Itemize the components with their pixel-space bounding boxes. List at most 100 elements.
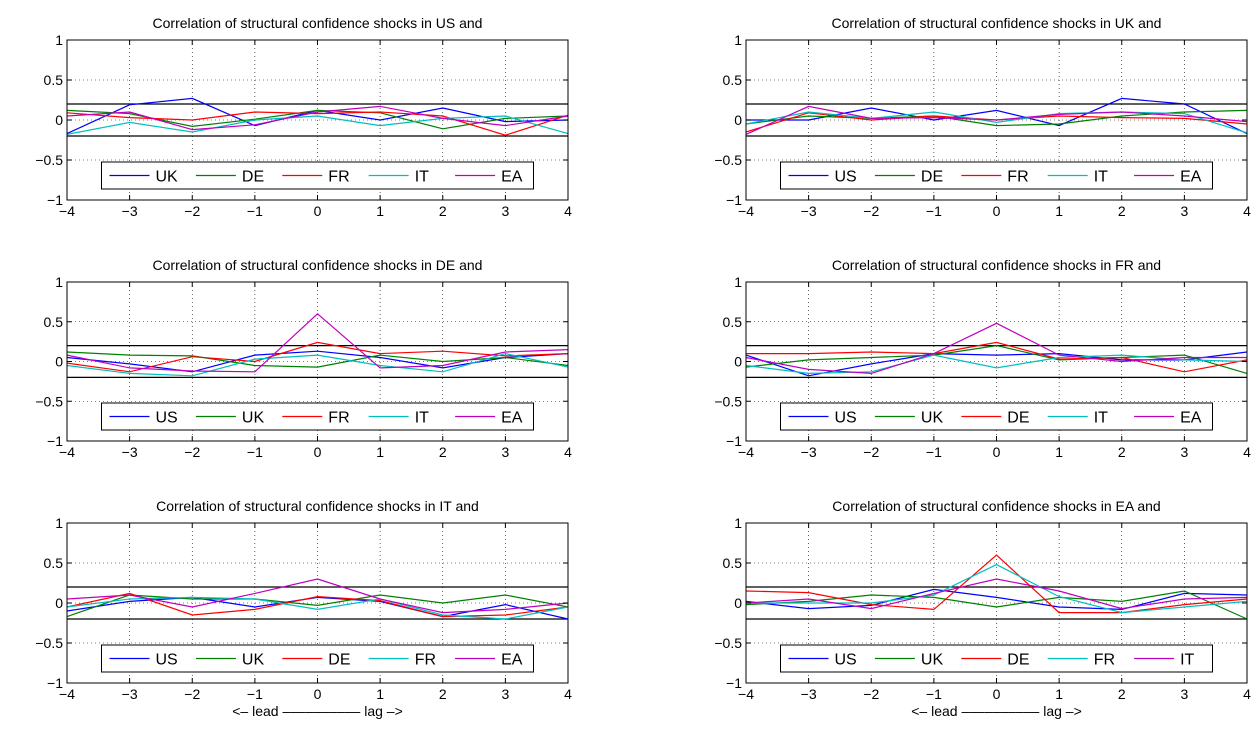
x-tick-label: 0: [314, 686, 322, 702]
y-tick-label: 0: [55, 354, 63, 370]
x-tick-label: −4: [59, 686, 75, 702]
y-tick-label: −0.5: [714, 393, 742, 409]
x-tick-label: 4: [564, 686, 572, 702]
legend-label: UK: [242, 652, 265, 669]
legend-label: DE: [242, 169, 264, 186]
y-tick-label: 0: [55, 595, 63, 611]
x-tick-label: −1: [247, 444, 263, 460]
y-tick-label: −0.5: [35, 152, 63, 168]
legend-label: FR: [415, 652, 436, 669]
x-tick-label: 0: [993, 203, 1001, 219]
chart-title: Correlation of structural confidence sho…: [153, 15, 483, 31]
x-tick-label: −4: [59, 203, 75, 219]
x-tick-label: 1: [376, 444, 384, 460]
y-tick-label: 1: [734, 515, 742, 531]
y-tick-label: 1: [55, 32, 63, 48]
y-tick-label: 0: [55, 112, 63, 128]
x-tick-label: −3: [122, 444, 138, 460]
y-tick-label: 0.5: [723, 72, 743, 88]
legend-label: EA: [501, 169, 523, 186]
legend-label: IT: [1094, 169, 1108, 186]
x-tick-label: −4: [738, 203, 754, 219]
legend-label: FR: [1007, 169, 1028, 186]
x-tick-label: −1: [247, 686, 263, 702]
chart-title: Correlation of structural confidence sho…: [832, 15, 1162, 31]
series-line: [745, 322, 1247, 375]
legend: UK DE FR IT EA: [101, 161, 534, 190]
chart-panel: −4 −3 −2 −1 0 1 2 3 4 −1 −0.5 0 0.5 1 Correlation of s…: [35, 257, 572, 460]
x-tick-label: −2: [184, 203, 200, 219]
x-tick-label: 4: [1243, 444, 1251, 460]
x-tick-label: −4: [738, 444, 754, 460]
x-tick-label: −2: [863, 203, 879, 219]
y-tick-label: 0: [734, 354, 742, 370]
y-tick-label: 1: [734, 274, 742, 290]
chart-panel: −4 −3 −2 −1 0 1 2 3 4 −1 −0.5 0 0.5 1 Correlation of s…: [714, 15, 1251, 219]
series-line: [66, 312, 569, 373]
chart-title: Correlation of structural confidence sho…: [832, 498, 1160, 514]
series-line: [66, 341, 569, 373]
series-line: [746, 563, 1248, 614]
x-tick-label: −2: [184, 686, 200, 702]
x-tick-label: 4: [564, 203, 572, 219]
legend-label: IT: [415, 410, 429, 427]
series-line: [66, 592, 569, 618]
series-line: [746, 341, 1248, 373]
x-tick-label: 1: [376, 686, 384, 702]
x-tick-label: 3: [1180, 686, 1188, 702]
legend-label: DE: [1007, 410, 1029, 427]
x-tick-label: −2: [184, 444, 200, 460]
x-tick-label: −3: [801, 686, 817, 702]
x-tick-label: 3: [1180, 444, 1188, 460]
y-tick-label: −1: [47, 192, 63, 208]
legend: US UK FR IT EA: [101, 402, 534, 431]
legend-label: FR: [328, 410, 349, 427]
legend-label: US: [156, 410, 178, 427]
legend-label: IT: [415, 169, 429, 186]
x-tick-label: 2: [1118, 686, 1126, 702]
legend-label: US: [156, 652, 178, 669]
legend-label: IT: [1094, 410, 1108, 427]
x-axis-label: <– lead –––––––––– lag –>: [911, 703, 1082, 719]
y-tick-label: −0.5: [714, 152, 742, 168]
chart-panel: −4 −3 −2 −1 0 1 2 3 4 −1 −0.5 0 0.5 1 Correlation of s…: [714, 498, 1251, 719]
legend-label: DE: [328, 652, 350, 669]
x-tick-label: 1: [1055, 444, 1063, 460]
x-tick-label: −4: [59, 444, 75, 460]
x-tick-label: −2: [863, 686, 879, 702]
x-tick-label: 0: [314, 203, 322, 219]
legend-label: DE: [921, 169, 943, 186]
chart-title: Correlation of structural confidence sho…: [832, 257, 1161, 273]
legend-label: EA: [501, 410, 523, 427]
x-tick-label: −1: [926, 444, 942, 460]
legend: US DE FR IT EA: [780, 161, 1213, 190]
x-tick-label: −1: [247, 203, 263, 219]
series-line: [746, 97, 1248, 135]
y-tick-label: 0.5: [723, 314, 743, 330]
y-tick-label: 0.5: [44, 555, 64, 571]
x-tick-label: 1: [376, 203, 384, 219]
x-tick-label: 3: [1180, 203, 1188, 219]
legend-label: FR: [328, 169, 349, 186]
legend: US UK DE IT EA: [780, 402, 1213, 431]
legend-label: EA: [501, 652, 523, 669]
x-tick-label: 0: [314, 444, 322, 460]
series-line: [66, 594, 569, 618]
x-tick-label: 0: [993, 444, 1001, 460]
x-tick-label: 4: [1243, 203, 1251, 219]
chart-panel: −4 −3 −2 −1 0 1 2 3 4 −1 −0.5 0 0.5 1 Correlation of s…: [35, 498, 572, 719]
series-line: [745, 111, 1248, 134]
chart-panel: −4 −3 −2 −1 0 1 2 3 4 −1 −0.5 0 0.5 1 Correlation of s…: [714, 257, 1251, 460]
legend-label: EA: [1180, 410, 1202, 427]
y-tick-label: −1: [726, 192, 742, 208]
series-line: [745, 105, 1248, 135]
series-line: [66, 105, 569, 131]
legend-label: US: [835, 169, 857, 186]
x-tick-label: 0: [993, 686, 1001, 702]
x-tick-label: 4: [564, 444, 572, 460]
x-tick-label: −1: [926, 686, 942, 702]
x-tick-label: −2: [863, 444, 879, 460]
legend-label: UK: [242, 410, 265, 427]
series-line: [66, 351, 569, 368]
legend-label: DE: [1007, 652, 1029, 669]
